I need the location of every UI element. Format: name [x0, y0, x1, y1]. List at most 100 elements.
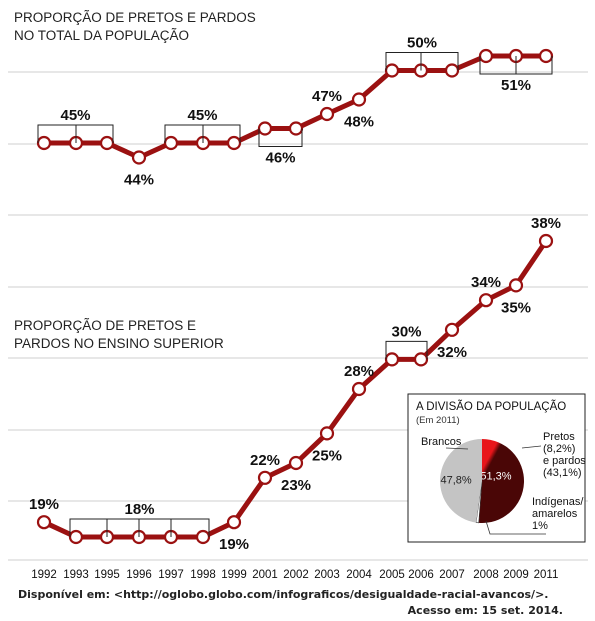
higher-education-label-11: 38%	[531, 215, 561, 232]
pie-label-pretos-line0: Pretos	[543, 431, 575, 443]
higher-education-point-1992	[36, 515, 52, 530]
population-label-4: 47%	[312, 88, 342, 105]
higher-education-label-8: 32%	[437, 344, 467, 361]
series-population: 45% 44% 45% 46% 47%48% 50% 51%	[36, 35, 554, 189]
higher-education-label-0: 19%	[29, 496, 59, 513]
higher-education-label-10: 35%	[501, 299, 531, 316]
population-label-2: 45%	[187, 107, 217, 124]
x-tick-2005: 2005	[379, 569, 405, 581]
x-tick-1999: 1999	[221, 569, 247, 581]
higher-education-point-1998	[195, 529, 211, 545]
pie: 51,3% 47,8% Brancos Pretos (8,2%) e pardos (43…	[421, 431, 586, 535]
higher-education-label-1: 18%	[124, 501, 154, 518]
higher-education-point-2004	[351, 381, 367, 397]
pie-slice-0	[478, 438, 525, 523]
higher-education-label-7: 30%	[391, 323, 421, 340]
higher-education-bracket-7	[385, 340, 428, 360]
x-tick-2003: 2003	[314, 569, 340, 581]
population-point-1995	[99, 135, 115, 151]
higher-education-label-6: 28%	[344, 363, 374, 380]
population-point-2008	[478, 48, 494, 64]
pie-label-indigenas-line0: Indígenas/	[532, 496, 584, 508]
chart-title-higher-education-line1: PROPORÇÃO DE PRETOS E	[14, 318, 196, 333]
higher-education-point-2001	[257, 470, 273, 485]
higher-education-point-2008	[478, 293, 494, 308]
population-label-5: 48%	[344, 114, 374, 131]
higher-education-point-1999	[226, 515, 242, 530]
pie-label-brancos: Brancos	[421, 436, 462, 448]
x-tick-1995: 1995	[94, 569, 120, 581]
higher-education-point-1993	[68, 529, 84, 545]
source-line2: Acesso em: 15 set. 2014.	[407, 604, 563, 617]
x-tick-2009: 2009	[503, 569, 529, 581]
population-label-7: 51%	[501, 77, 531, 94]
pie-subtitle: (Em 2011)	[416, 415, 460, 426]
population-point-2007	[444, 63, 460, 78]
population-point-2001	[257, 121, 273, 136]
x-tick-1993: 1993	[63, 569, 89, 581]
population-label-6: 50%	[407, 35, 437, 52]
population-point-2011	[538, 48, 554, 64]
x-tick-1996: 1996	[126, 569, 152, 581]
x-tick-2006: 2006	[408, 569, 434, 581]
pie-slice-2	[440, 439, 482, 523]
x-tick-2008: 2008	[473, 569, 499, 581]
population-bracket-6	[385, 52, 459, 71]
pie-slice-value-2: 47,8%	[440, 474, 471, 486]
pie-label-indigenas-line1: amarelos	[532, 508, 578, 520]
pie-label-pretos-line1: (8,2%)	[543, 443, 575, 455]
population-point-1997	[163, 135, 179, 151]
x-tick-2011: 2011	[534, 569, 559, 581]
pie-leader-pretos	[521, 445, 542, 449]
pie-slice-value-0: 51,3%	[480, 471, 511, 483]
x-axis-ticks: 1992 1993 1995 1996 1997 1998 1999 2001 2002 2003…	[31, 569, 558, 581]
higher-education-point-2009	[508, 278, 524, 293]
higher-education-point-2011	[538, 233, 554, 249]
higher-education-label-4: 23%	[281, 477, 311, 494]
population-point-1992	[36, 135, 52, 151]
population-label-1: 44%	[124, 172, 154, 189]
pie-label-pretos-line2: e pardos	[543, 455, 586, 467]
higher-education-label-2: 19%	[219, 536, 249, 553]
higher-education-point-2005	[384, 352, 400, 367]
x-tick-1992: 1992	[31, 569, 57, 581]
population-bracket-3	[258, 128, 303, 147]
population-point-2003	[319, 106, 335, 122]
chart-title-population-line2: NO TOTAL DA POPULAÇÃO	[14, 28, 189, 43]
pie-title: A DIVISÃO DA POPULAÇÃO	[416, 400, 566, 413]
x-tick-1998: 1998	[190, 569, 216, 581]
source-line1: Disponível em: <http://oglobo.globo.com/…	[18, 588, 549, 601]
x-tick-1997: 1997	[158, 569, 184, 581]
population-point-2005	[384, 63, 400, 78]
pie-label-pretos: Pretos (8,2%) e pardos (43,1%)	[543, 431, 586, 479]
pie-leader-indigenas	[485, 520, 546, 535]
higher-education-point-2002	[288, 455, 304, 471]
chart-title-higher-education-line2: PARDOS NO ENSINO SUPERIOR	[14, 336, 224, 351]
x-tick-2004: 2004	[346, 569, 372, 581]
population-point-2004	[351, 92, 367, 107]
pie-label-pretos-line3: (43,1%)	[543, 467, 582, 479]
higher-education-point-2003	[319, 426, 335, 441]
chart-title-population: PROPORÇÃO DE PRETOS E PARDOS NO TOTAL DA…	[14, 10, 260, 43]
population-point-2002	[288, 121, 304, 136]
population-point-1996	[131, 150, 147, 165]
population-point-1999	[226, 135, 242, 151]
series-higher-education: 19% 18% 19% 22%23%25% 28% 30% 32% 34%35% 38%	[29, 215, 561, 553]
population-label-3: 46%	[265, 150, 295, 167]
population-label-0: 45%	[60, 107, 90, 124]
population-line	[41, 53, 549, 160]
higher-education-point-2007	[444, 322, 460, 337]
higher-education-point-2006	[413, 352, 429, 367]
x-tick-2007: 2007	[439, 569, 465, 581]
higher-education-label-5: 25%	[312, 447, 342, 464]
pie-inset: A DIVISÃO DA POPULAÇÃO (Em 2011) 51,3% 47…	[407, 393, 586, 543]
x-tick-2001: 2001	[252, 569, 278, 581]
pie-slice-1	[475, 480, 483, 524]
pie-leader-brancos	[445, 447, 469, 450]
x-tick-2002: 2002	[283, 569, 309, 581]
chart-title-higher-education: PROPORÇÃO DE PRETOS E PARDOS NO ENSINO S…	[14, 318, 224, 351]
pie-label-indigenas: Indígenas/amarelos 1%	[532, 496, 584, 532]
pie-label-indigenas-line2: 1%	[532, 520, 548, 532]
chart-title-population-line1: PROPORÇÃO DE PRETOS E PARDOS	[14, 10, 256, 25]
